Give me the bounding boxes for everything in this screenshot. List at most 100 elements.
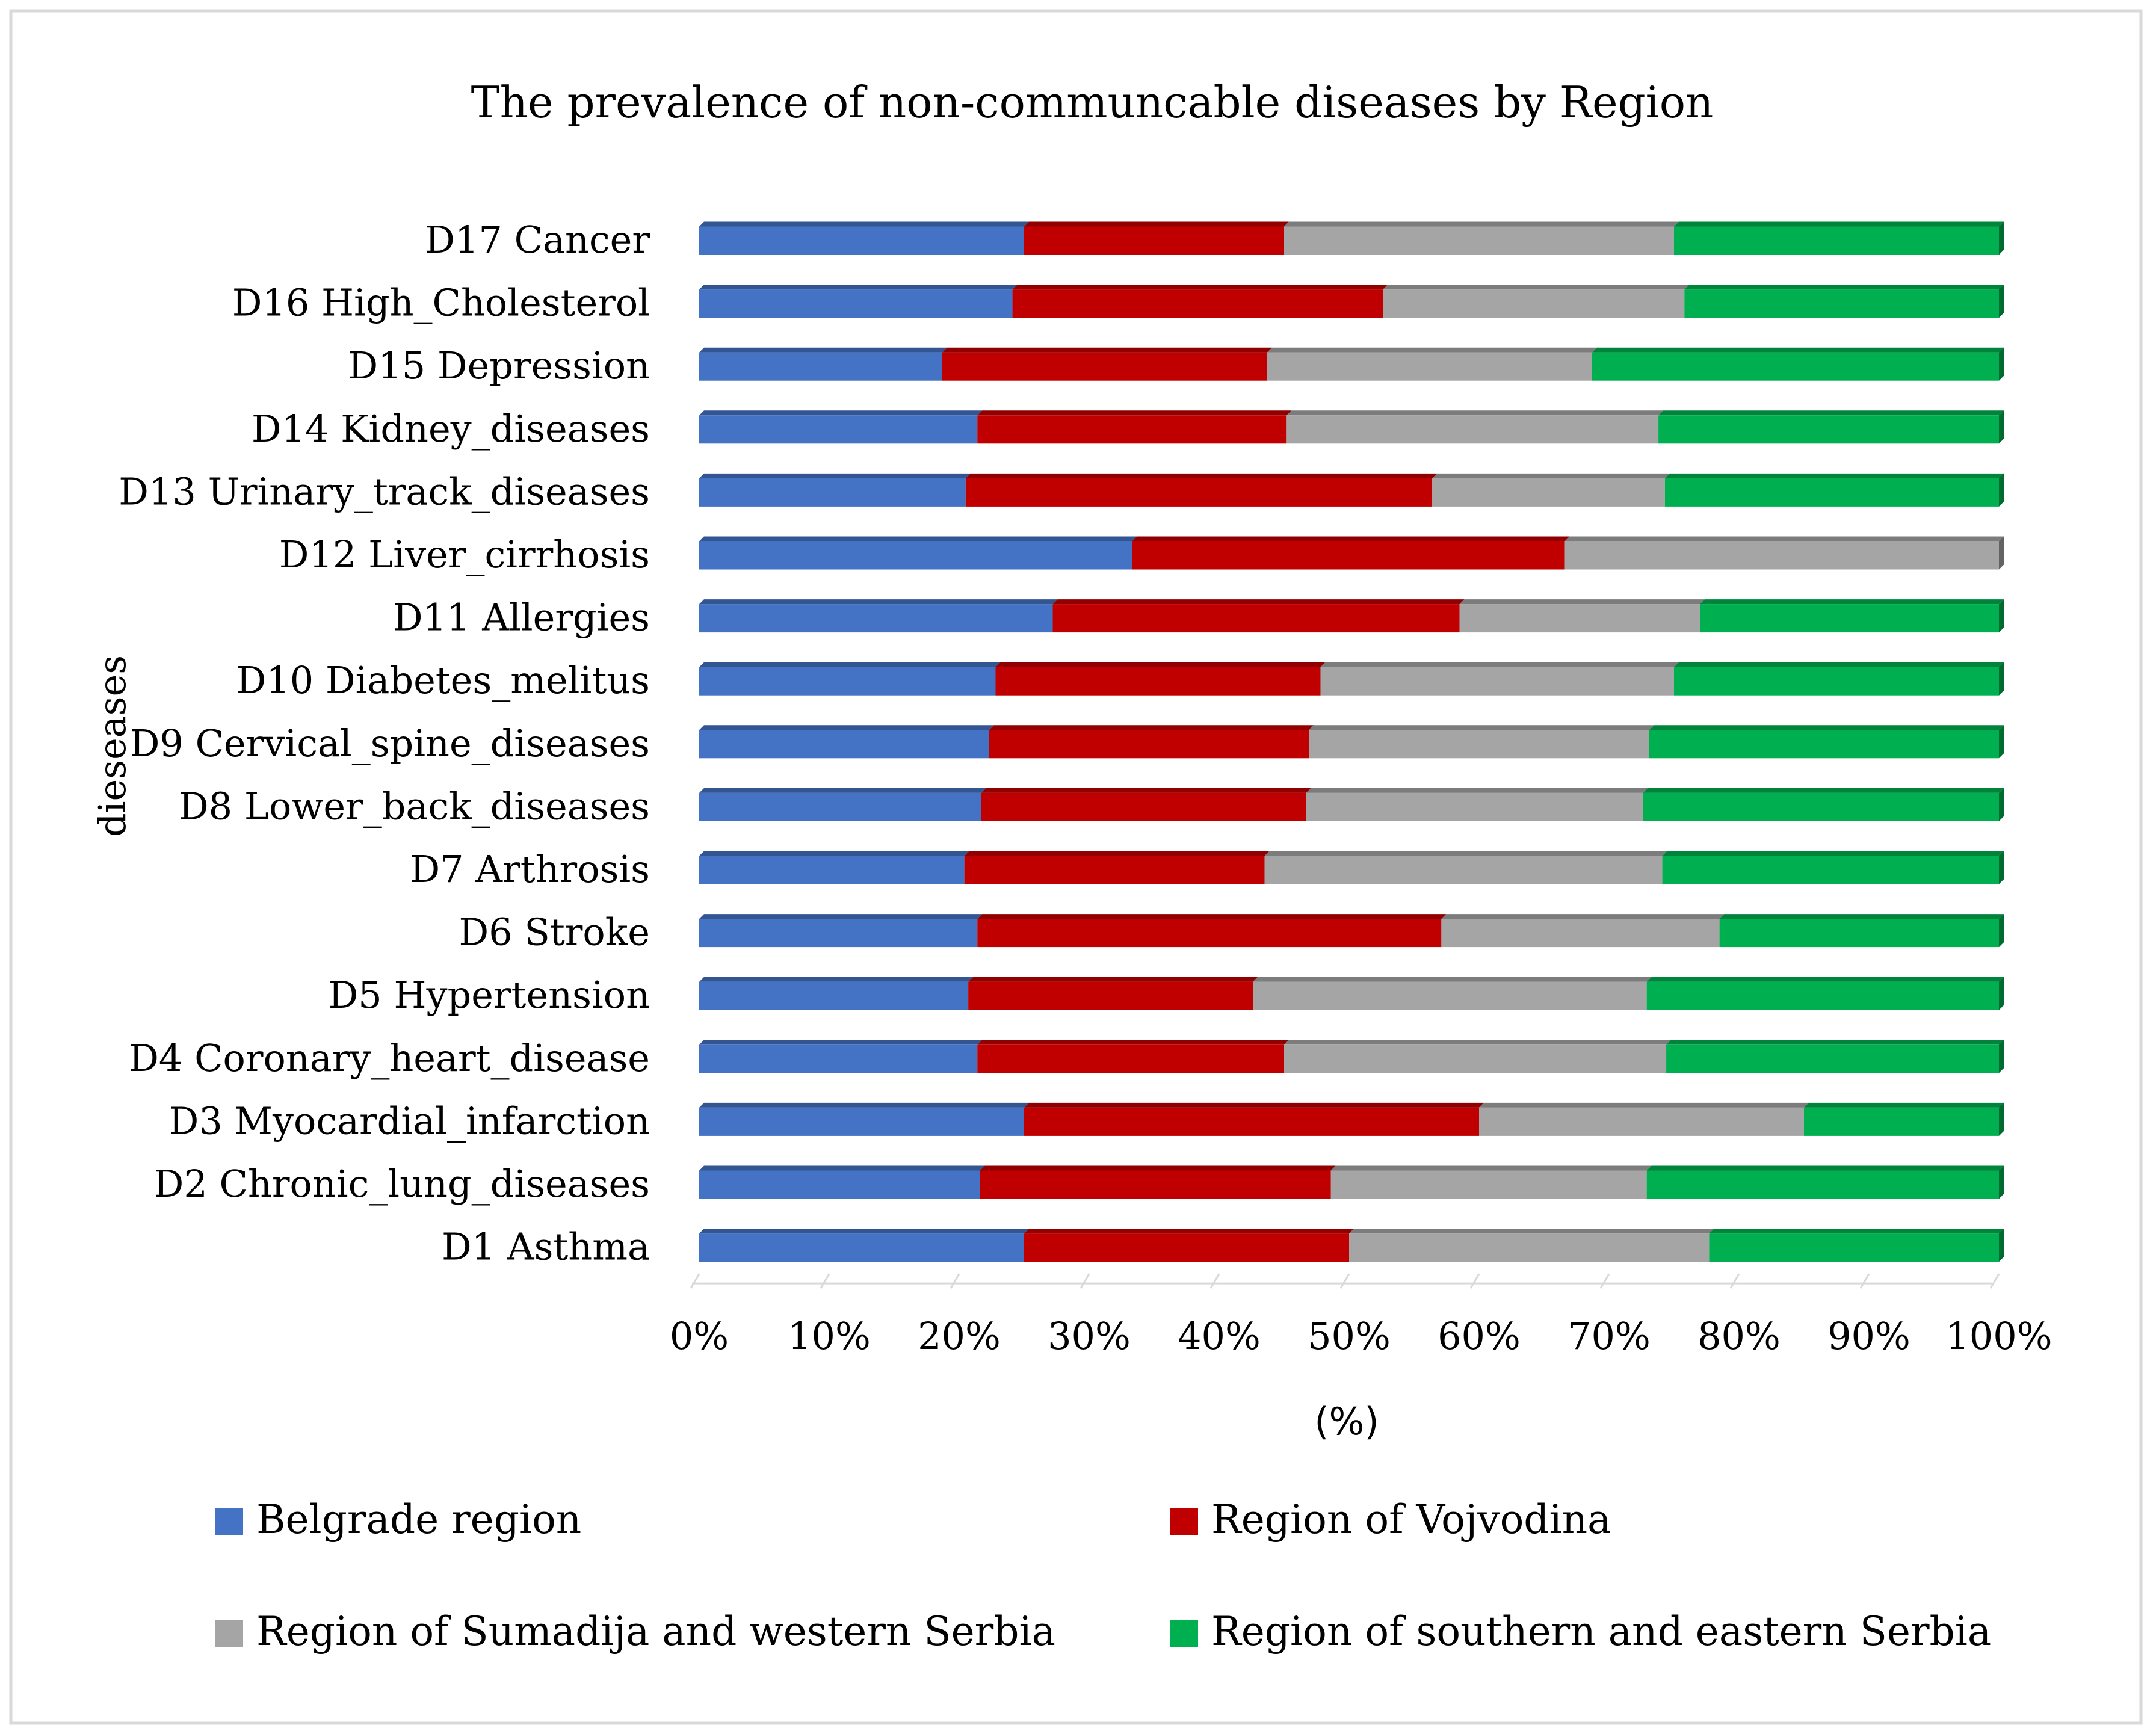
bar-segment bbox=[699, 725, 994, 759]
bar-segment-front bbox=[1309, 730, 1649, 759]
bar-segment bbox=[1132, 536, 1570, 570]
legend-label: Region of Vojvodina bbox=[1211, 1496, 1611, 1543]
bar-segment bbox=[995, 662, 1326, 696]
legend-swatch bbox=[215, 1620, 243, 1647]
bar-segment-top bbox=[699, 347, 947, 353]
bar-segment-top bbox=[1349, 1229, 1714, 1234]
legend-item: Region of Sumadija and western Serbia bbox=[215, 1608, 1055, 1655]
bar-segment-top bbox=[1024, 1102, 1484, 1108]
bar-segment-top bbox=[699, 1165, 985, 1171]
bar-segment-top bbox=[699, 221, 1029, 227]
bar-segment bbox=[1024, 221, 1289, 255]
bar-segment-top bbox=[965, 473, 1438, 478]
category-labels: D17 Cancer D16 High_Cholesterol D15 Depres… bbox=[119, 218, 650, 1269]
bar-segment bbox=[699, 536, 1137, 570]
bar-segment bbox=[699, 599, 1058, 633]
bar-segment-front bbox=[1646, 1170, 1999, 1199]
bar-segment-side bbox=[1999, 1040, 2004, 1073]
x-tick-label: 60% bbox=[1438, 1314, 1521, 1358]
x-tick-label: 90% bbox=[1827, 1314, 1910, 1358]
bar-segment bbox=[699, 1102, 1029, 1136]
category-label: D4 Coronary_heart_disease bbox=[129, 1036, 650, 1080]
category-label: D6 Stroke bbox=[459, 910, 650, 954]
x-tick-mark bbox=[1209, 1273, 1220, 1289]
bar-segment-top bbox=[1664, 473, 2004, 478]
bar-segment-top bbox=[942, 347, 1272, 353]
bar-segment-top bbox=[1658, 410, 2004, 416]
bar-segment bbox=[1666, 1040, 2004, 1073]
x-tick-mark bbox=[1339, 1273, 1350, 1289]
bar-segment-side bbox=[1999, 788, 2004, 821]
bar-segment-top bbox=[1646, 1165, 2004, 1171]
bar-segment-side bbox=[1999, 1165, 2004, 1199]
bar-segment-front bbox=[1024, 1107, 1479, 1136]
x-tick-mark bbox=[1989, 1273, 2000, 1289]
bar-segment bbox=[699, 1229, 1029, 1262]
legend-swatch bbox=[1170, 1508, 1198, 1535]
bar-segment-top bbox=[1284, 1040, 1672, 1045]
bar-segment-front bbox=[1674, 226, 1999, 255]
x-tick-mark bbox=[1729, 1273, 1740, 1289]
bar-segment bbox=[1320, 662, 1679, 696]
bar-segment-front bbox=[1024, 226, 1284, 255]
bar-segment-front bbox=[699, 919, 978, 948]
bar-segment bbox=[1649, 725, 2004, 759]
bar-segment-top bbox=[1684, 285, 2004, 290]
bar-segment-top bbox=[1284, 221, 1679, 227]
bar-segment-top bbox=[1804, 1102, 2004, 1108]
bar-segment bbox=[699, 285, 1018, 318]
bar-segment-side bbox=[1999, 1229, 2004, 1262]
bar-segment-front bbox=[1383, 289, 1685, 318]
bar-segment bbox=[977, 410, 1292, 444]
bar-segment-front bbox=[1709, 1233, 1999, 1262]
legend-swatch bbox=[1170, 1620, 1198, 1647]
category-label: D9 Cervical_spine_diseases bbox=[130, 721, 650, 765]
x-tick-label: 40% bbox=[1178, 1314, 1261, 1358]
bar-segment-top bbox=[1306, 788, 1648, 793]
bar-segment-top bbox=[1330, 1165, 1652, 1171]
bar-segment bbox=[699, 410, 983, 444]
bar-segment-top bbox=[1643, 788, 2004, 793]
bar-segment-front bbox=[1330, 1170, 1647, 1199]
bar-segment-top bbox=[1132, 536, 1570, 541]
bar-segment-front bbox=[1658, 415, 1999, 444]
bar-segment-front bbox=[980, 1170, 1331, 1199]
bar-segment-front bbox=[1349, 1233, 1710, 1262]
bar-segment bbox=[699, 851, 969, 884]
bar-segment-top bbox=[699, 977, 974, 982]
bar-segment bbox=[1709, 1229, 2004, 1262]
bar-segment-top bbox=[699, 473, 971, 478]
bar-segment-front bbox=[1253, 981, 1647, 1010]
bar-segment-front bbox=[1284, 1044, 1667, 1073]
bar-segment-side bbox=[1999, 662, 2004, 696]
bar-segment-front bbox=[699, 604, 1053, 633]
bar-segment-front bbox=[977, 919, 1442, 948]
x-tick-mark bbox=[820, 1273, 830, 1289]
bar-segment-top bbox=[1264, 851, 1667, 856]
bar-segment-side bbox=[1999, 851, 2004, 884]
bar-segment-front bbox=[981, 792, 1306, 821]
bar-segment-top bbox=[1459, 599, 1705, 605]
bar-segment bbox=[699, 1165, 985, 1199]
bar-segment-top bbox=[1646, 977, 2004, 982]
bar-segment bbox=[699, 221, 1029, 255]
bar-segment-front bbox=[1012, 289, 1383, 318]
bar-segment-top bbox=[699, 914, 983, 919]
category-label: D17 Cancer bbox=[425, 218, 650, 262]
bar-segment bbox=[1024, 1102, 1484, 1136]
bar-segment-front bbox=[699, 981, 969, 1010]
bar-segment-top bbox=[1564, 536, 2004, 541]
bar-segment-top bbox=[1441, 914, 1725, 919]
bar-segment-side bbox=[1999, 1102, 2004, 1136]
bar-segment-top bbox=[1052, 599, 1465, 605]
bar-segment-front bbox=[699, 792, 981, 821]
bar-segment bbox=[964, 851, 1270, 884]
bar-segment-top bbox=[699, 1229, 1029, 1234]
bar-segment-top bbox=[1662, 851, 2004, 856]
bar-segment-front bbox=[699, 1044, 978, 1073]
bar-segment-top bbox=[1309, 725, 1654, 730]
bar-segment-front bbox=[1649, 730, 1999, 759]
bar-segment-top bbox=[1666, 1040, 2004, 1045]
bar-segment bbox=[1646, 1165, 2004, 1199]
